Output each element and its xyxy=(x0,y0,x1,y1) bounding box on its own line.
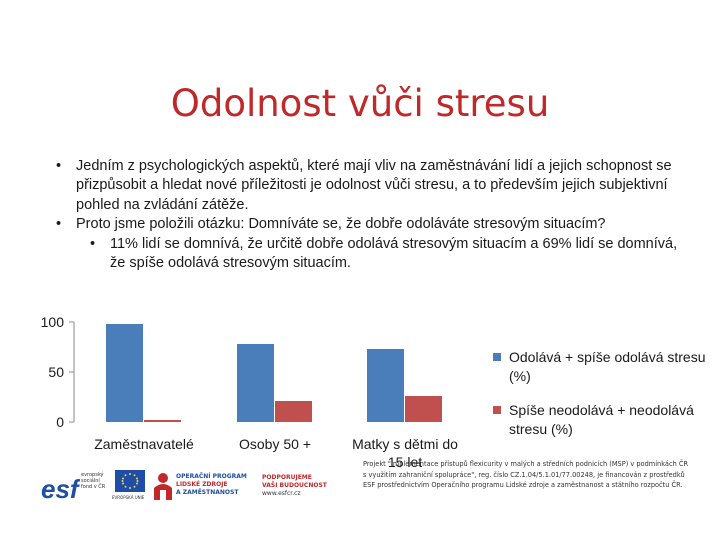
bar-resilient xyxy=(237,344,274,422)
y-tick-label: 0 xyxy=(56,414,64,430)
legend-swatch xyxy=(493,406,501,414)
bullet-item: • Jedním z psychologických aspektů, kter… xyxy=(52,157,692,215)
legend-item: Spíše neodolává + neodolává stresu (%) xyxy=(493,401,708,439)
support-caption: PODPORUJEME VAŠI BUDOUCNOST www.esfcr.cz xyxy=(262,474,358,498)
op-logo: OPERAČNÍ PROGRAM LIDSKÉ ZDROJE A ZAMĚSTN… xyxy=(152,468,252,506)
bullet-marker: • xyxy=(56,216,62,233)
esf-logo-mark: esf xyxy=(40,470,80,504)
op-line: LIDSKÉ ZDROJE xyxy=(176,481,228,488)
bullet-marker: • xyxy=(56,158,62,174)
bar-not-resilient xyxy=(405,396,442,422)
bullet-list: • Jedním z psychologických aspektů, kter… xyxy=(52,157,692,273)
bar-resilient xyxy=(106,324,143,422)
y-tick-label: 50 xyxy=(48,364,64,380)
bullet-marker: • xyxy=(90,235,96,252)
bar-not-resilient xyxy=(144,420,181,422)
bar-not-resilient xyxy=(275,401,312,422)
svg-text:esf: esf xyxy=(41,474,80,504)
legend-swatch xyxy=(493,353,501,361)
support-url: www.esfcr.cz xyxy=(262,490,301,497)
op-logo-icon xyxy=(154,473,172,500)
eu-flag-icon xyxy=(115,470,145,492)
bullet-text: Proto jsme položili otázku: Domníváte se… xyxy=(76,216,606,233)
legend-item: Odolává + spíše odolává stresu (%) xyxy=(493,348,708,386)
support-line: PODPORUJEME xyxy=(262,474,312,481)
x-tick-label: Osoby 50 + xyxy=(239,436,311,452)
slide-title: Odolnost vůči stresu xyxy=(170,82,550,125)
x-tick-label: Matky s dětmi do 15 let xyxy=(352,436,458,470)
bullet-item: • Proto jsme položili otázku: Domníváte … xyxy=(52,215,692,234)
bars xyxy=(106,324,442,422)
legend-label: Odolává + spíše odolává stresu (%) xyxy=(509,349,706,384)
legend-label: Spíše neodolává + neodolává stresu (%) xyxy=(509,402,694,437)
eu-caption: EVROPSKÁ UNIE xyxy=(112,495,145,500)
x-axis-labels: Zaměstnavatelé Osoby 50 + Matky s dětmi do… xyxy=(94,436,458,470)
eu-logo: EVROPSKÁ UNIE xyxy=(112,468,152,506)
esf-caption: evropský sociální fond v ČR xyxy=(81,472,106,490)
y-tick-label: 100 xyxy=(41,314,65,330)
support-line: VAŠI BUDOUCNOST xyxy=(262,482,327,489)
op-caption: OPERAČNÍ PROGRAM LIDSKÉ ZDROJE A ZAMĚSTN… xyxy=(176,473,256,497)
chart-legend: Odolává + spíše odolává stresu (%) Spíše… xyxy=(493,348,708,454)
support-logo: PODPORUJEME VAŠI BUDOUCNOST www.esfcr.cz xyxy=(260,468,360,506)
x-tick-label: Zaměstnavatelé xyxy=(94,436,194,452)
op-line: A ZAMĚSTNANOST xyxy=(176,489,239,496)
sub-bullet-text: 11% lidí se domnívá, že určitě dobře odo… xyxy=(110,235,678,272)
bar-resilient xyxy=(367,349,404,422)
project-footnote: Projekt "Implementace přístupů flexicuri… xyxy=(363,460,689,489)
bullet-text: Jedním z psychologických aspektů, které … xyxy=(76,158,672,213)
op-line: OPERAČNÍ PROGRAM xyxy=(176,473,247,480)
footer-logos: esf evropský sociální fond v ČR EVROPSKÁ… xyxy=(40,468,368,508)
y-axis: 100 50 0 xyxy=(41,314,75,430)
esf-logo: esf evropský sociální fond v ČR xyxy=(40,468,106,506)
sub-bullet-item: • 11% lidí se domnívá, že určitě dobře o… xyxy=(52,235,692,274)
